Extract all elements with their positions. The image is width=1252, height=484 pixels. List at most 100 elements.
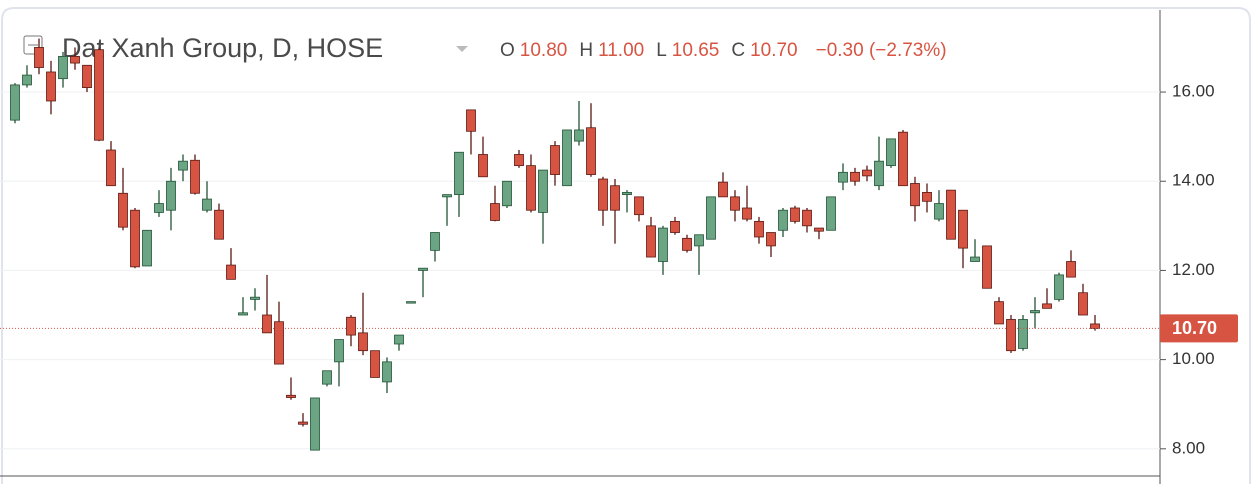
chart-title: Dat Xanh Group, D, HOSE <box>62 33 383 63</box>
candle-body <box>1090 323 1100 329</box>
ohlc-legend: O 10.80 H 11.00 L 10.65 C 10.70 −0.30 (−2.73%) <box>500 40 947 61</box>
candle-body <box>766 232 776 247</box>
candle-body <box>994 301 1004 325</box>
candle-body <box>262 314 272 334</box>
candle-body <box>874 160 884 187</box>
candle-body <box>46 71 56 102</box>
candle-body <box>94 49 104 141</box>
title-dropdown[interactable] <box>456 46 468 52</box>
candle-body <box>946 189 956 240</box>
candle-body <box>34 47 44 68</box>
candle-body <box>322 370 332 385</box>
last-price-label: 10.70 <box>1172 318 1217 338</box>
candle-body <box>910 183 920 207</box>
candle-body <box>790 207 800 222</box>
candle-body <box>142 229 152 267</box>
candle-body <box>514 154 524 167</box>
candle-body <box>454 151 464 196</box>
candle-body <box>1042 303 1052 309</box>
candle-body <box>226 264 236 280</box>
candle-body <box>250 296 260 300</box>
candle-body <box>526 165 536 211</box>
candle-body <box>430 232 440 251</box>
candle-body <box>670 220 680 233</box>
candle-body <box>310 397 320 451</box>
candle-body <box>298 421 308 425</box>
candle-body <box>634 196 644 216</box>
candle-body <box>490 203 500 221</box>
candle-body <box>730 196 740 211</box>
candle-body <box>826 196 836 231</box>
candle-body <box>202 198 212 211</box>
candle-body <box>238 312 248 316</box>
candle-body <box>802 209 812 227</box>
y-tick-label: 10.00 <box>1172 349 1215 368</box>
candle-body <box>70 55 80 64</box>
candle-body <box>286 394 296 398</box>
candle-body <box>394 334 404 345</box>
legend-value: 11.00 <box>598 40 644 61</box>
candle-body <box>850 171 860 182</box>
candle-body <box>574 129 584 142</box>
candle-body <box>178 160 188 171</box>
candle-body <box>598 178 608 211</box>
candle-body <box>586 127 596 175</box>
candle-body <box>754 220 764 238</box>
y-tick-label: 14.00 <box>1172 171 1215 190</box>
candle-body <box>190 159 200 194</box>
candle-body <box>418 267 428 271</box>
last-price-box <box>1160 314 1238 343</box>
candle-body <box>970 256 980 262</box>
candle-body <box>814 227 824 232</box>
candle-body <box>1078 292 1088 316</box>
legend-value: 10.70 <box>750 40 798 61</box>
candle-body <box>1018 319 1028 349</box>
candle-body <box>382 361 392 383</box>
candle-body <box>1054 274 1064 300</box>
candle-body <box>1066 261 1076 278</box>
frame <box>1 7 1251 484</box>
candle-body <box>370 350 380 378</box>
candle-body <box>934 203 944 220</box>
candle-body <box>358 332 368 352</box>
candle-body <box>166 180 176 211</box>
y-tick-label: 16.00 <box>1172 82 1215 101</box>
candle-body <box>502 180 512 207</box>
candle-body <box>58 55 68 80</box>
legend-value: 10.80 <box>520 40 568 61</box>
candle-body <box>562 129 572 187</box>
candle-body <box>958 209 968 249</box>
candle-body <box>22 74 32 86</box>
candle-body <box>118 192 128 228</box>
candle-body <box>658 227 668 262</box>
candle-body <box>610 185 620 211</box>
candle-body <box>10 84 20 121</box>
candle-body <box>694 234 704 247</box>
candle-body <box>886 138 896 167</box>
candle-body <box>838 171 848 183</box>
candle-body <box>130 209 140 268</box>
candle-body <box>550 145 560 175</box>
candle-body <box>538 169 548 213</box>
legend-key: C <box>731 40 745 61</box>
legend-key: H <box>579 40 593 61</box>
y-tick-label: 12.00 <box>1172 260 1215 279</box>
legend-change: −0.30 (−2.73%) <box>816 40 947 61</box>
candle-body <box>478 154 488 178</box>
candle-body <box>718 181 728 198</box>
candle-body <box>922 191 932 202</box>
candle-body <box>682 237 692 251</box>
legend-key: L <box>656 40 667 61</box>
legend-key: O <box>500 40 515 61</box>
candle-body <box>274 321 284 365</box>
candle-body <box>466 109 476 132</box>
y-tick-label: 8.00 <box>1172 438 1205 457</box>
candle-body <box>154 203 164 213</box>
candle-body <box>214 209 224 240</box>
candle-body <box>898 131 908 187</box>
candle-body <box>622 191 632 196</box>
candle-body <box>346 316 356 336</box>
